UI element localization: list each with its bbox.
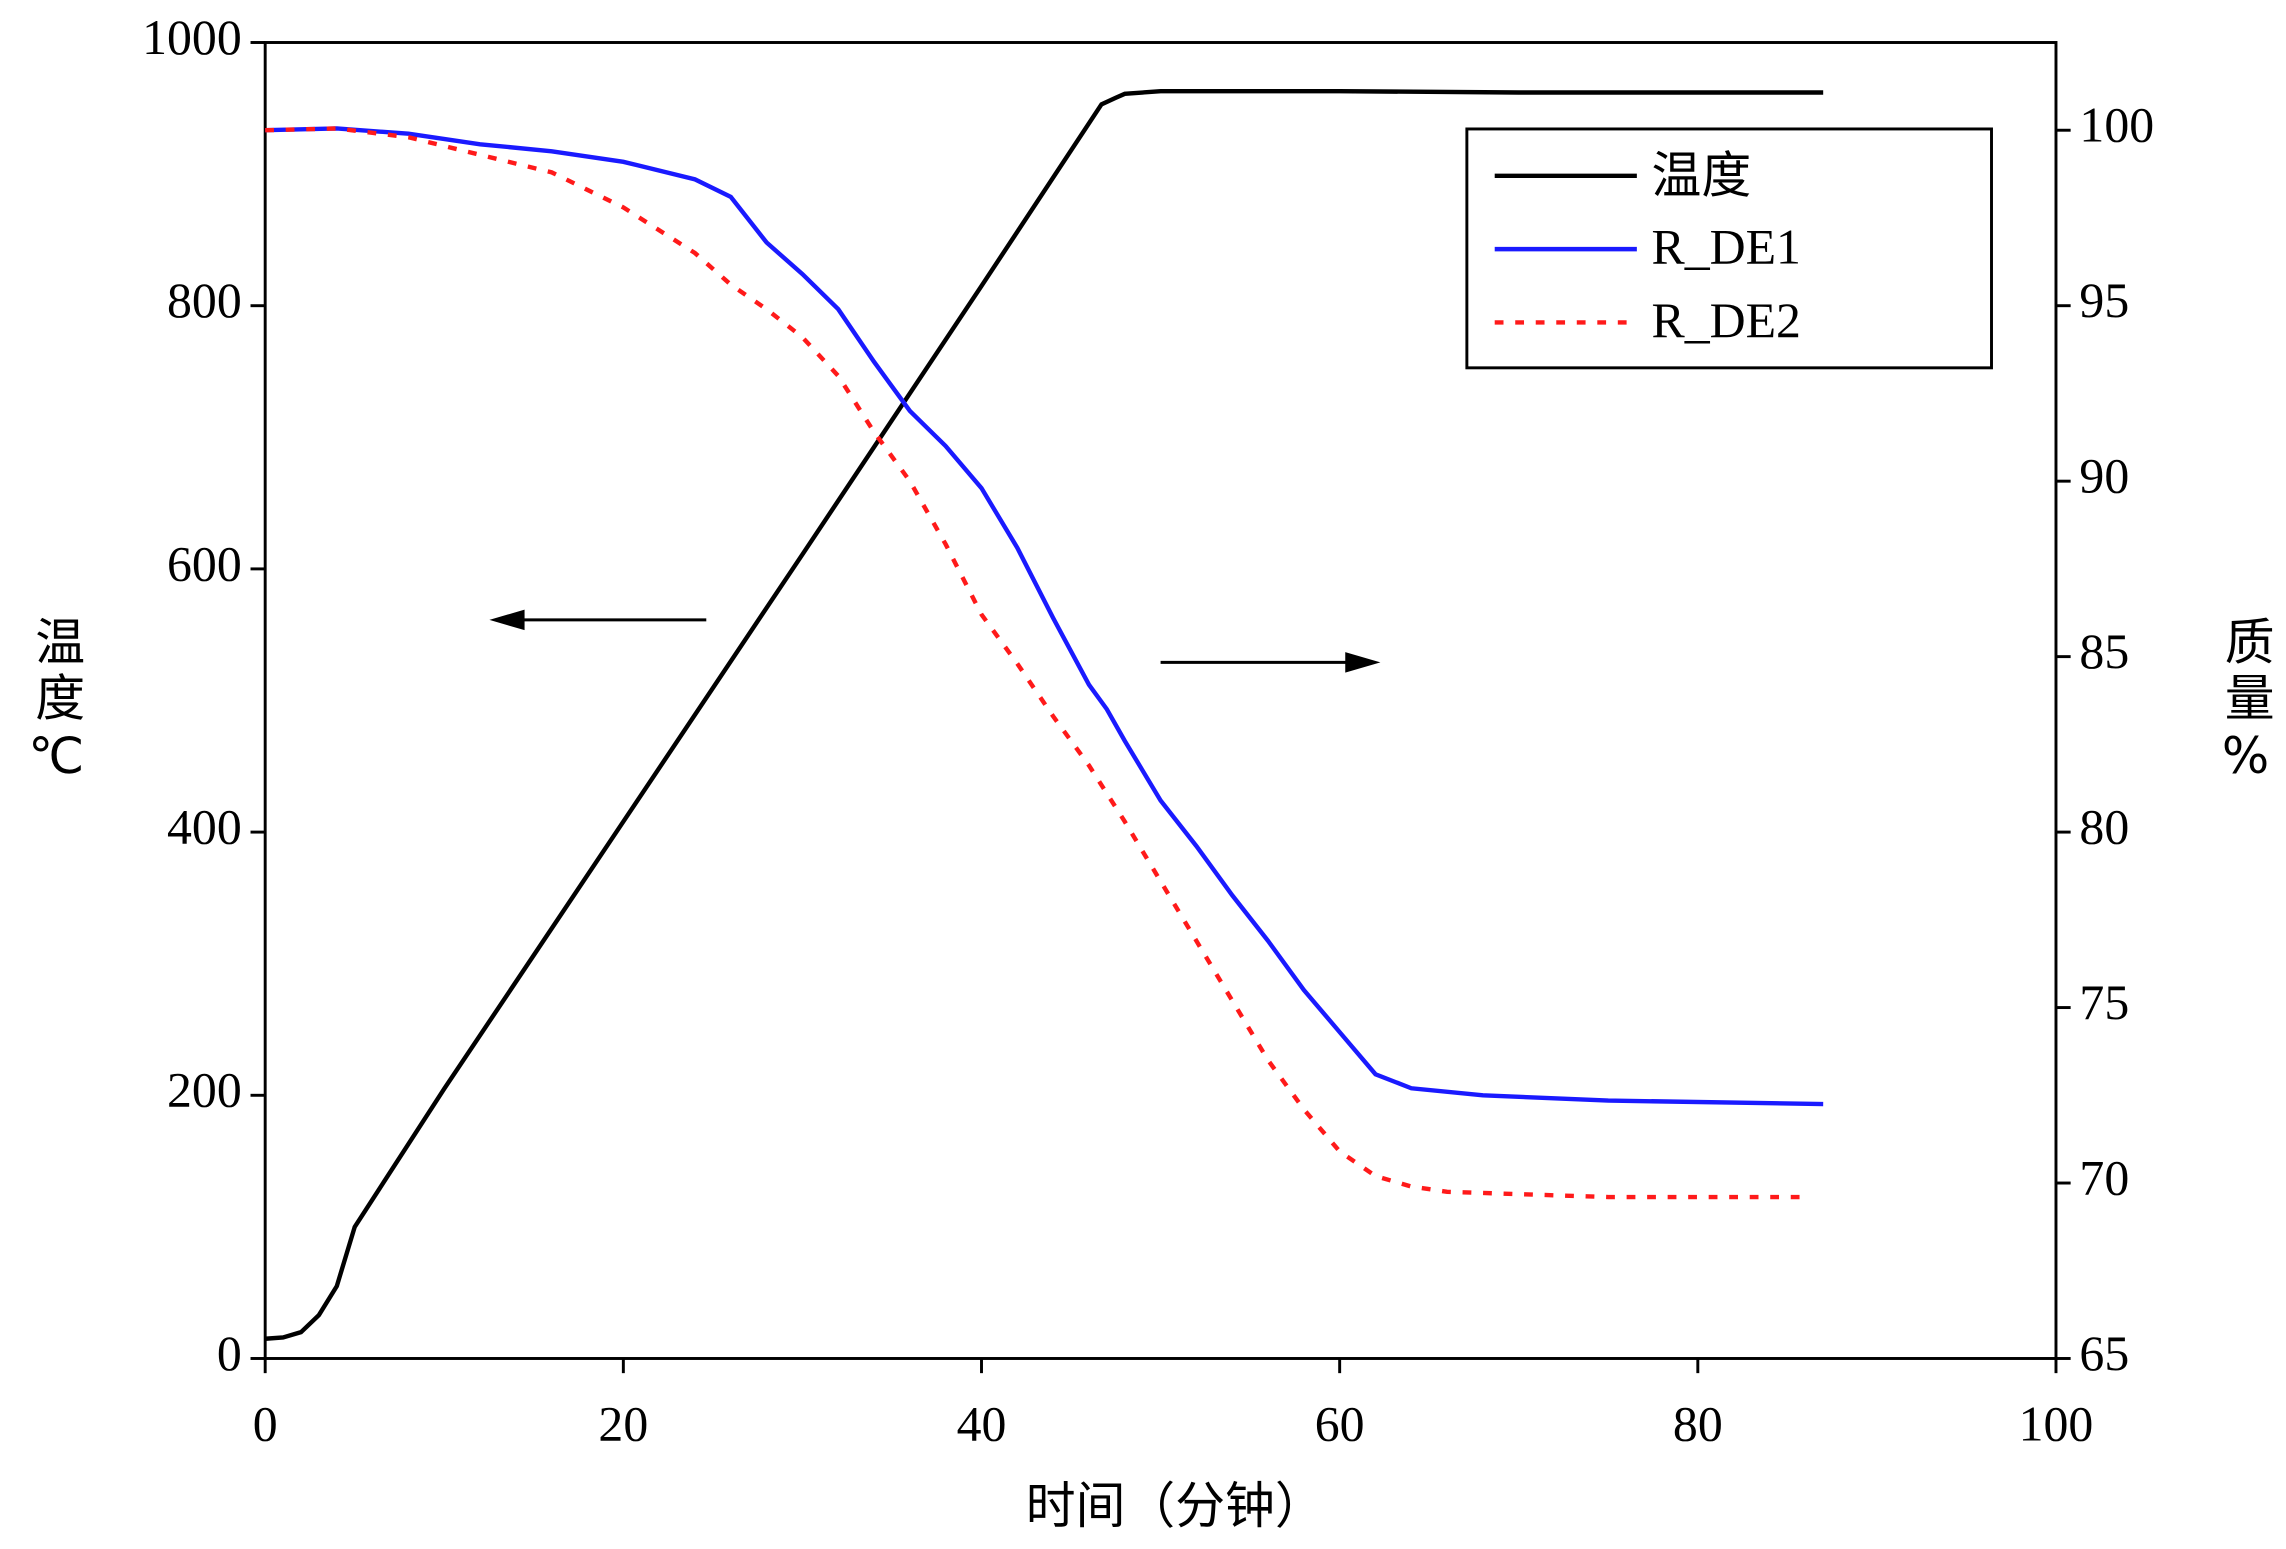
y-tick-label: 200	[167, 1063, 242, 1118]
legend-label: 温度	[1652, 146, 1752, 204]
x-axis-label: 时间（分钟）	[1026, 1477, 1325, 1535]
y2-tick-label: 100	[2079, 98, 2154, 153]
y-tick-label: 400	[167, 800, 242, 855]
y2-tick-label: 95	[2079, 273, 2129, 328]
y-tick-label: 600	[167, 536, 242, 591]
left-arrow	[489, 609, 707, 631]
plot-frame	[263, 41, 2058, 1360]
x-tick-label: 80	[1673, 1396, 1723, 1451]
series-line	[265, 88, 1824, 1341]
y-tick-label: 1000	[142, 10, 242, 65]
x-tick-label: 40	[957, 1396, 1007, 1451]
legend-label: R_DE2	[1652, 293, 1801, 348]
x-tick-label: 0	[253, 1396, 278, 1451]
y2-tick-label: 80	[2079, 800, 2129, 855]
legend-label: R_DE1	[1652, 219, 1801, 274]
right-arrow	[1160, 652, 1381, 673]
y2-axis-label: 质量%	[2217, 616, 2275, 791]
y-axis-label: 温度℃	[27, 616, 85, 791]
series-line	[265, 126, 1824, 1107]
x-tick-label: 60	[1315, 1396, 1365, 1451]
y2-tick-label: 65	[2079, 1326, 2129, 1381]
y2-tick-label: 85	[2079, 624, 2129, 679]
x-tick-label: 20	[598, 1396, 648, 1451]
y2-tick-label: 75	[2079, 975, 2129, 1030]
y-tick-label: 800	[167, 273, 242, 328]
y2-tick-label: 70	[2079, 1150, 2129, 1205]
x-tick-label: 100	[2019, 1396, 2094, 1451]
y-tick-label: 0	[217, 1326, 242, 1381]
y2-tick-label: 90	[2079, 449, 2129, 504]
